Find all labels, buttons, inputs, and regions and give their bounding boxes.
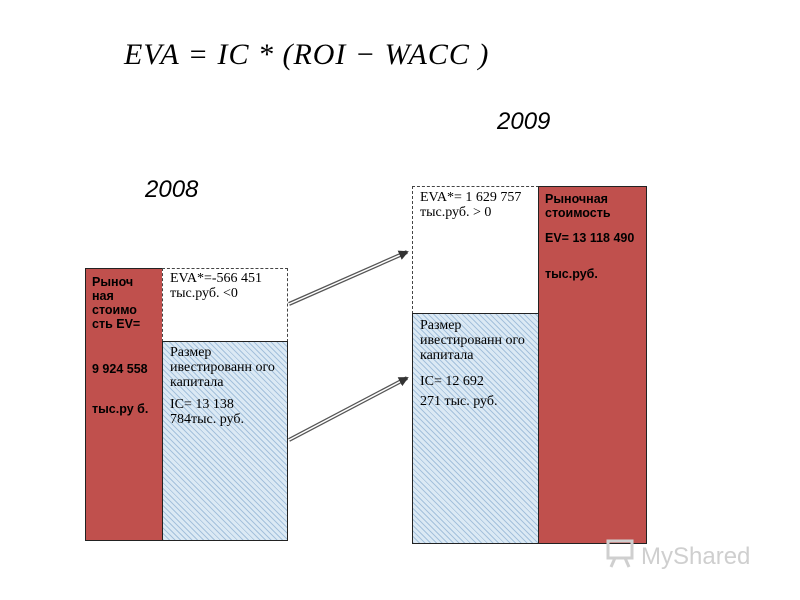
market-value-label-2009: Рыночная стоимость xyxy=(545,192,611,220)
capital-value-2009-line2: 271 тыс. руб. xyxy=(420,394,498,409)
eva-formula: EVA = IC * (ROI − WACC ) xyxy=(124,38,490,71)
market-value-number-2008: 9 924 558 xyxy=(92,362,148,376)
capital-label-2008: Размер ивестированн ого капитала xyxy=(170,345,275,390)
watermark-text: MyShared xyxy=(641,542,751,570)
market-value-unit-2008: тыс.ру б. xyxy=(92,402,149,416)
watermark: MyShared xyxy=(605,538,750,575)
capital-box-2009 xyxy=(412,313,539,544)
market-value-bar-2009 xyxy=(538,186,647,544)
capital-value-2009-line1: IC= 12 692 xyxy=(420,374,484,389)
year-2008-label: 2008 xyxy=(145,176,199,203)
capital-value-2008: IC= 13 138 784тыс. руб. xyxy=(170,397,244,427)
market-value-unit-2009: тыс.руб. xyxy=(545,267,598,281)
capital-box-2008 xyxy=(162,341,288,541)
year-2009-label: 2009 xyxy=(497,108,551,135)
eva-text-2008: EVA*=-566 451 тыс.руб. <0 xyxy=(170,271,263,301)
market-value-number-2009: EV= 13 118 490 xyxy=(545,231,635,245)
market-value-label-2008: Рыноч ная стоимо сть EV= xyxy=(92,275,141,331)
presentation-board-icon xyxy=(605,538,635,575)
arrow-capital xyxy=(288,376,409,442)
eva-box-2008 xyxy=(162,268,288,342)
arrow-eva xyxy=(288,250,409,306)
eva-text-2009: EVA*= 1 629 757 тыс.руб. > 0 xyxy=(420,190,522,220)
capital-label-2009: Размер ивестированн ого капитала xyxy=(420,318,525,363)
